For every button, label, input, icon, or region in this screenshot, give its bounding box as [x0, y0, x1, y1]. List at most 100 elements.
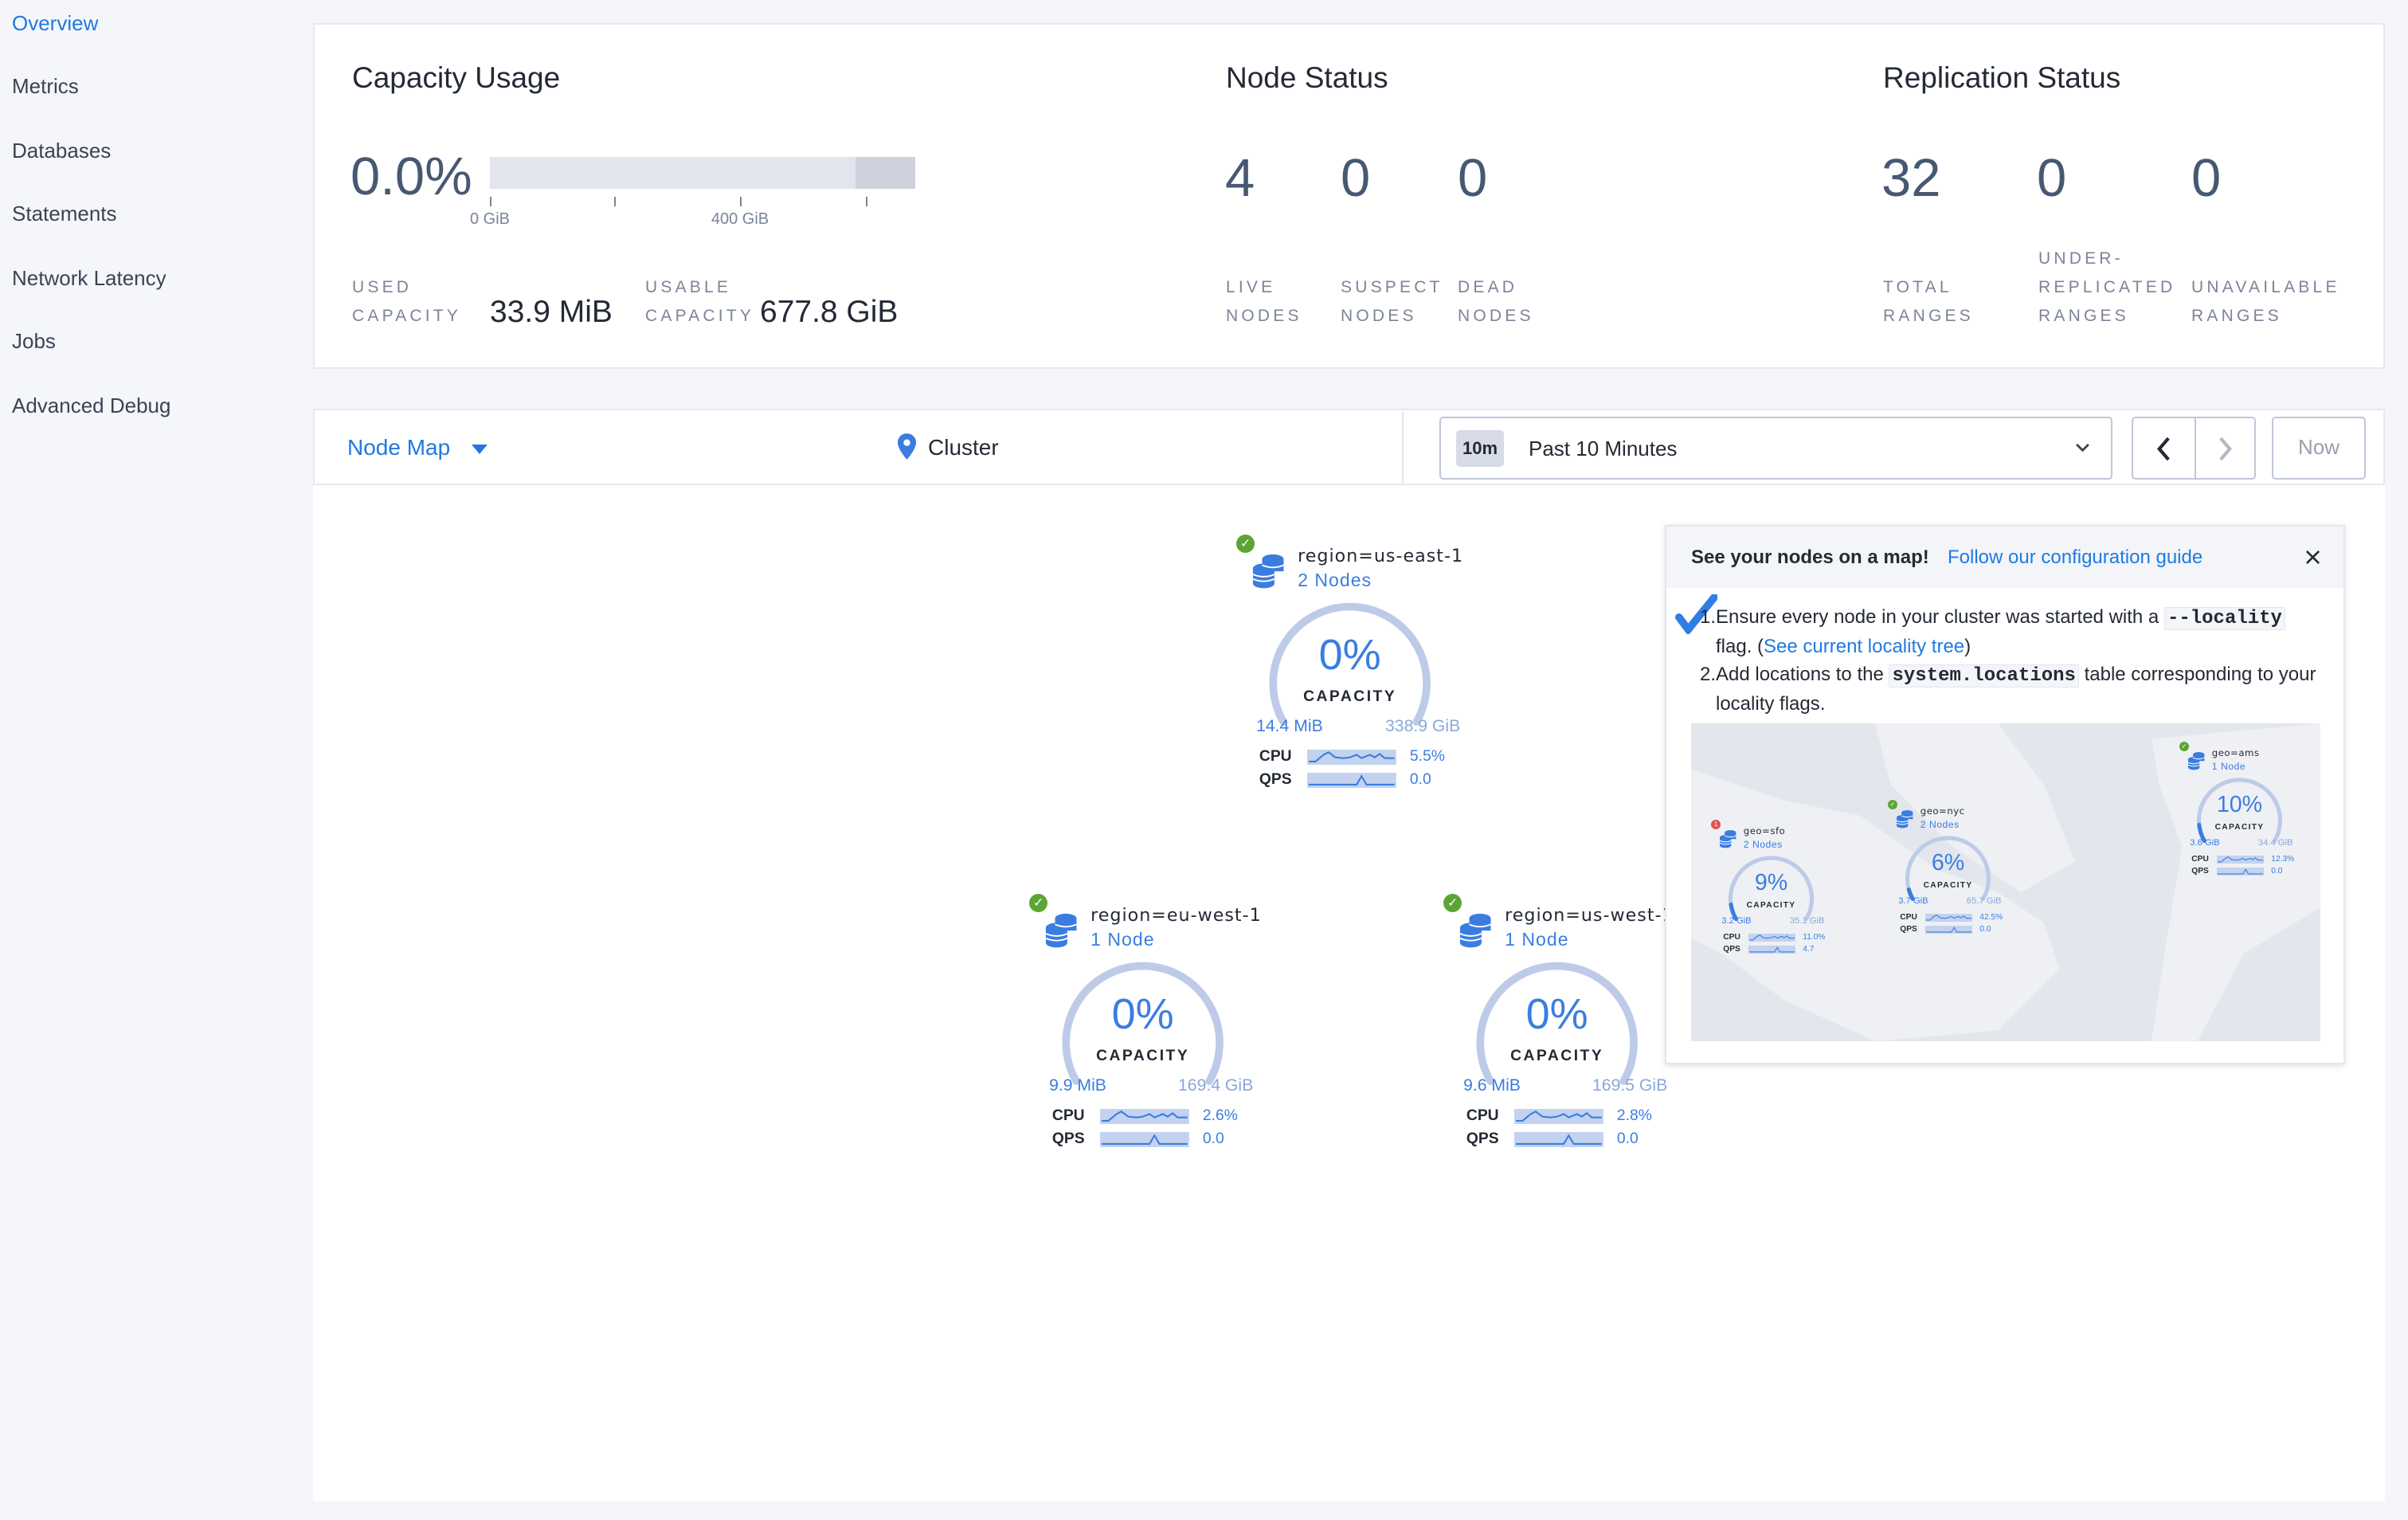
configuration-guide-link[interactable]: Follow our configuration guide: [1948, 546, 2203, 568]
database-icon: [1720, 830, 1737, 848]
node-region-title[interactable]: geo=ams: [2211, 747, 2260, 759]
capacity-title: Capacity Usage: [352, 61, 561, 94]
chevron-right-icon[interactable]: [2216, 437, 2234, 461]
cpu-value: 11.0%: [1803, 932, 1826, 942]
node-count-link[interactable]: 2 Nodes: [1743, 838, 1783, 850]
popup-header: [1666, 527, 2343, 588]
live-nodes-label: LIVE NODES: [1226, 273, 1302, 331]
total-ranges-value: 32: [1881, 148, 1941, 208]
location-pin-icon: [897, 433, 917, 460]
dead-nodes-value: 0: [1458, 148, 1488, 208]
node-count-link[interactable]: 1 Node: [1505, 929, 1569, 950]
used-capacity: 3.2 GiB: [1721, 916, 1752, 926]
time-range-label: Past 10 Minutes: [1529, 437, 1678, 460]
cpu-sparkline: [1924, 913, 1973, 922]
popup-title: See your nodes on a map!: [1691, 546, 1929, 568]
database-icon: [2188, 752, 2205, 770]
alert-badge-icon: 1: [1711, 820, 1721, 830]
node-region-title[interactable]: region=us-west-1: [1505, 904, 1674, 926]
gauge-fill: [1729, 902, 1738, 921]
label-line: TOTAL: [1883, 278, 1952, 296]
sidebar-item-jobs[interactable]: Jobs: [12, 329, 56, 353]
total-capacity: 65.7 GiB: [1966, 896, 2002, 907]
breadcrumb-cluster[interactable]: Cluster: [928, 435, 999, 460]
caret-down-icon: [471, 444, 487, 454]
node-region-card[interactable]: ✓ region=us-east-1 2 Nodes 0% CAPACITY 14.4 M…: [1236, 535, 1482, 796]
total-capacity: 338.9 GiB: [1385, 717, 1461, 736]
usable-capacity-value: 677.8 GiB: [760, 295, 899, 329]
node-region-card[interactable]: ✓ geo=ams 1 Node 10% CAPACITY 3.6 GiB 34.4 GiB…: [2179, 742, 2309, 879]
capacity-bar-usable: [490, 157, 856, 189]
node-count-link[interactable]: 1 Node: [2211, 760, 2246, 772]
capacity-percent: 0%: [1318, 630, 1381, 679]
used-capacity: 3.6 GiB: [2190, 838, 2220, 848]
capacity-gauge: [1269, 602, 1431, 727]
label-line: NODES: [1458, 307, 1534, 325]
under-replicated-ranges-value: 0: [2037, 148, 2067, 208]
cpu-value: 2.6%: [1202, 1107, 1238, 1124]
node-region-title[interactable]: geo=sfo: [1743, 825, 1786, 837]
qps-value: 0.0: [2271, 867, 2283, 876]
node-count-link[interactable]: 2 Nodes: [1920, 818, 1960, 830]
capacity-label: CAPACITY: [1303, 688, 1397, 705]
cpu-label: CPU: [2191, 854, 2209, 864]
cluster-summary-card: [313, 23, 2385, 369]
label-line: RANGES: [1883, 307, 1974, 325]
node-count-link[interactable]: 1 Node: [1090, 929, 1155, 950]
label-line: SUSPECT: [1341, 278, 1443, 296]
database-icon: [1252, 554, 1285, 589]
sidebar-item-metrics[interactable]: Metrics: [12, 74, 79, 98]
sidebar-item-network-latency[interactable]: Network Latency: [12, 266, 166, 290]
cpu-label: CPU: [1259, 748, 1292, 765]
map-setup-popup: See your nodes on a map! Follow our conf…: [1665, 525, 2345, 1064]
sidebar-item-statements[interactable]: Statements: [12, 202, 117, 225]
used-capacity: 9.6 MiB: [1463, 1076, 1521, 1095]
view-select-dropdown[interactable]: Node Map: [347, 435, 487, 460]
healthy-check-icon: ✓: [1236, 535, 1255, 554]
time-nav-group: [2132, 417, 2256, 480]
healthy-check-icon: ✓: [1888, 800, 1898, 810]
capacity-percent: 6%: [1931, 850, 1965, 876]
healthy-check-icon: ✓: [1029, 894, 1048, 913]
unavailable-ranges-label: UNAVAILABLE RANGES: [2191, 273, 2340, 331]
view-select-label: Node Map: [347, 435, 451, 460]
capacity-tick: [614, 197, 616, 206]
gauge-track: [1729, 856, 1814, 921]
node-count-link[interactable]: 2 Nodes: [1298, 570, 1372, 591]
sidebar-item-databases[interactable]: Databases: [12, 139, 112, 163]
capacity-percent: 0.0%: [350, 147, 472, 206]
capacity-label: CAPACITY: [1096, 1047, 1190, 1064]
step-text: ): [1964, 636, 1971, 657]
sidebar-item-advanced-debug[interactable]: Advanced Debug: [12, 394, 171, 417]
code-locality: --locality: [2163, 607, 2285, 630]
node-region-card[interactable]: ✓ geo=nyc 2 Nodes 6% CAPACITY 3.7 GiB 65.7 GiB…: [1888, 800, 2018, 938]
close-icon[interactable]: [2305, 550, 2320, 565]
chevron-left-icon[interactable]: [2155, 437, 2173, 461]
qps-sparkline: [1748, 946, 1796, 954]
node-region-card[interactable]: ✓ region=eu-west-1 1 Node 0% CAPACITY 9.9 MiB…: [1029, 894, 1275, 1155]
label-line: RANGES: [2038, 307, 2129, 325]
dead-nodes-label: DEAD NODES: [1458, 273, 1534, 331]
node-region-title[interactable]: region=us-east-1: [1298, 545, 1464, 566]
node-region-title[interactable]: region=eu-west-1: [1090, 904, 1262, 926]
sidebar-item-overview[interactable]: Overview: [12, 11, 99, 35]
cpu-value: 12.3%: [2271, 854, 2295, 864]
suspect-nodes-label: SUSPECT NODES: [1341, 273, 1443, 331]
gauge-track: [2197, 778, 2282, 843]
database-icon: [1897, 810, 1913, 829]
node-region-card[interactable]: ✓ region=us-west-1 1 Node 0% CAPACITY 9.6 MiB…: [1443, 894, 1690, 1155]
locality-tree-link[interactable]: See current locality tree: [1764, 636, 1965, 657]
now-button[interactable]: Now: [2272, 417, 2366, 480]
label-line: CAPACITY: [645, 307, 755, 325]
cpu-label: CPU: [1051, 1107, 1085, 1124]
qps-sparkline: [2216, 868, 2265, 876]
capacity-label: CAPACITY: [2214, 823, 2265, 832]
under-replicated-ranges-label: UNDER- REPLICATED RANGES: [2038, 245, 2175, 331]
suspect-nodes-value: 0: [1341, 148, 1371, 208]
time-range-select[interactable]: 10m Past 10 Minutes: [1439, 417, 2112, 480]
label-line: USED: [352, 278, 413, 296]
node-region-title[interactable]: geo=nyc: [1920, 805, 1965, 817]
node-region-card[interactable]: 1 geo=sfo 2 Nodes 9% CAPACITY 3.2 GiB 35.1 GiB…: [1711, 820, 1841, 958]
capacity-gauge: [1905, 836, 1991, 901]
healthy-check-icon: ✓: [1443, 894, 1462, 913]
